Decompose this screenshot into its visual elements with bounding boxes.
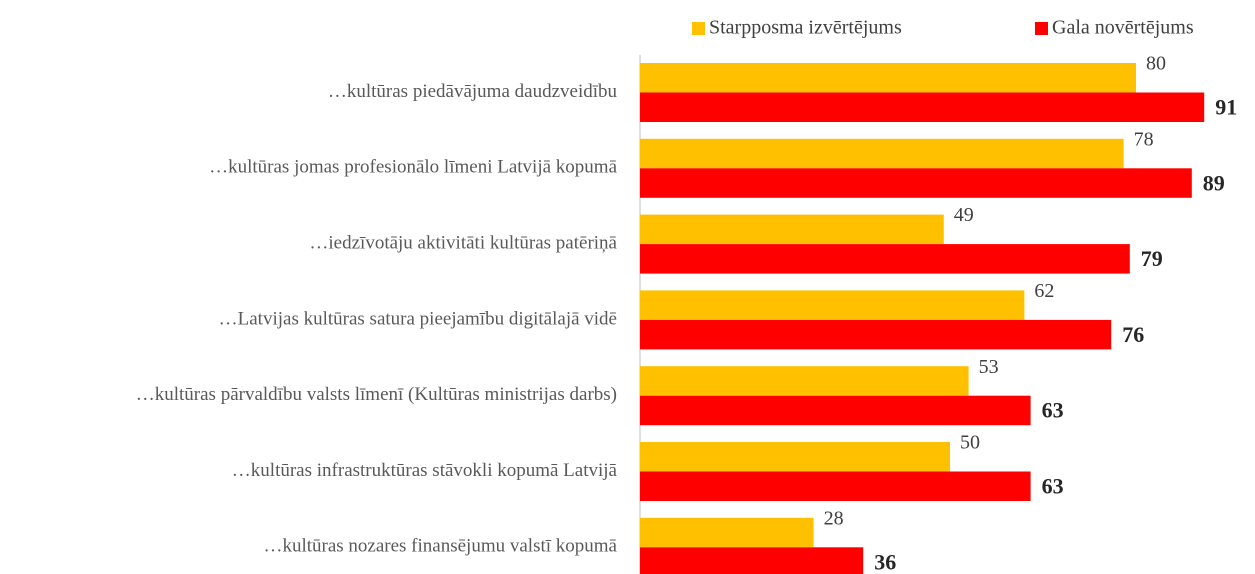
- bar: [640, 471, 1031, 501]
- value-label: 76: [1122, 322, 1144, 347]
- category-label: …Latvijas kultūras satura pieejamību dig…: [219, 308, 617, 329]
- bar: [640, 138, 1124, 169]
- value-label: 89: [1203, 170, 1225, 195]
- bar: [640, 547, 864, 574]
- category-label: …kultūras infrastruktūras stāvokli kopum…: [232, 460, 618, 481]
- category-label: …kultūras nozares finansējumu valstī kop…: [263, 536, 617, 557]
- value-label: 91: [1215, 95, 1237, 120]
- value-label: 62: [1034, 280, 1054, 302]
- bar: [640, 442, 950, 472]
- legend-swatch: [1035, 22, 1048, 35]
- bar: [640, 92, 1205, 122]
- bar: [640, 366, 969, 396]
- legend-swatch: [692, 22, 705, 35]
- category-label: …kultūras pārvaldību valsts līmenī (Kult…: [136, 384, 617, 405]
- category-label: …iedzīvotāju aktivitāti kultūras patēriņ…: [309, 232, 617, 253]
- value-label: 78: [1134, 128, 1154, 150]
- bar: [640, 168, 1192, 198]
- value-label: 49: [954, 204, 974, 226]
- value-label: 63: [1042, 398, 1064, 423]
- value-label: 80: [1146, 53, 1166, 75]
- value-label: 28: [824, 507, 844, 529]
- value-label: 36: [874, 549, 896, 574]
- legend-label: Gala novērtējums: [1052, 17, 1194, 39]
- bar: [640, 319, 1112, 350]
- value-label: 53: [979, 356, 999, 378]
- value-label: 50: [960, 432, 980, 454]
- bar: [640, 214, 944, 245]
- legend-label: Starpposma izvērtējums: [709, 17, 902, 39]
- category-label: …kultūras jomas profesionālo līmeni Latv…: [209, 157, 617, 178]
- category-label: …kultūras piedāvājuma daudzveidību: [328, 81, 618, 102]
- bar: [640, 244, 1130, 274]
- bar: [640, 517, 814, 548]
- bar: [640, 395, 1031, 426]
- bar: [640, 63, 1136, 93]
- value-label: 79: [1141, 246, 1163, 271]
- value-label: 63: [1042, 474, 1064, 499]
- bar: [640, 290, 1025, 320]
